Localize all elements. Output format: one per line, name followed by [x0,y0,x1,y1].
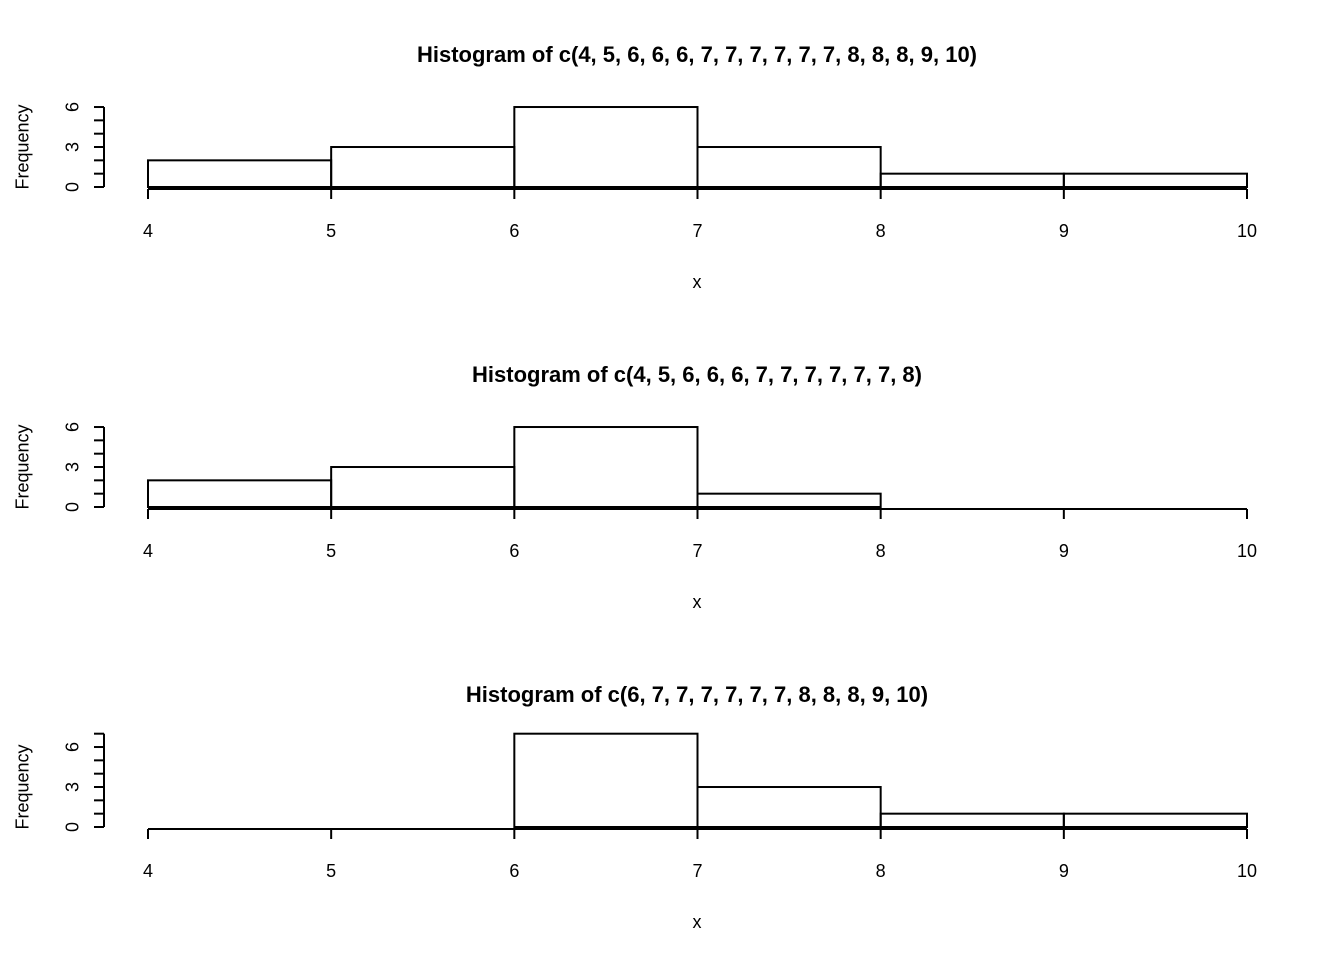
chart-title: Histogram of c(4, 5, 6, 6, 6, 7, 7, 7, 7… [472,362,922,387]
x-tick-label: 10 [1237,221,1257,241]
histogram-panel: Histogram of c(4, 5, 6, 6, 6, 7, 7, 7, 7… [12,362,1257,612]
x-axis-label: x [693,272,702,292]
x-tick-label: 8 [876,541,886,561]
x-tick-label: 7 [692,541,702,561]
x-axis-label: x [693,592,702,612]
x-tick-label: 9 [1059,541,1069,561]
x-axis-label: x [693,912,702,932]
x-tick-label: 4 [143,541,153,561]
x-tick-label: 8 [876,221,886,241]
histogram-bar [696,492,882,509]
x-tick-label: 5 [326,221,336,241]
histogram-bar [513,732,699,828]
y-tick-label: 6 [62,422,82,432]
histogram-panel: Histogram of c(6, 7, 7, 7, 7, 7, 7, 8, 8… [12,682,1257,932]
chart-title: Histogram of c(4, 5, 6, 6, 6, 7, 7, 7, 7… [417,42,977,67]
y-tick-label: 6 [62,102,82,112]
x-tick-label: 6 [509,541,519,561]
y-axis-label: Frequency [12,104,32,189]
x-tick-label: 10 [1237,541,1257,561]
x-tick-label: 6 [509,221,519,241]
x-tick-label: 9 [1059,221,1069,241]
histogram-bar [1062,172,1249,188]
histogram-bar [513,426,699,508]
y-tick-label: 6 [62,742,82,752]
histogram-bar [696,146,882,188]
chart-title: Histogram of c(6, 7, 7, 7, 7, 7, 7, 8, 8… [466,682,928,707]
x-tick-label: 9 [1059,861,1069,881]
histogram-bar [330,146,516,188]
histogram-bar [696,786,882,829]
y-tick-label: 3 [62,782,82,792]
histogram-bar [147,479,333,508]
histogram-bar [879,172,1065,188]
y-tick-label: 3 [62,142,82,152]
y-tick-label: 0 [62,502,82,512]
x-tick-label: 5 [326,861,336,881]
y-axis-label: Frequency [12,424,32,509]
histogram-bar [1062,812,1249,828]
histogram-bar [147,159,333,188]
x-tick-label: 8 [876,861,886,881]
x-tick-label: 6 [509,861,519,881]
x-tick-label: 7 [692,221,702,241]
x-tick-label: 4 [143,861,153,881]
y-axis-label: Frequency [12,744,32,829]
histogram-bar [330,466,516,509]
y-tick-label: 3 [62,462,82,472]
histogram-bar [513,106,699,188]
histogram-panel: Histogram of c(4, 5, 6, 6, 6, 7, 7, 7, 7… [12,42,1257,292]
x-tick-label: 5 [326,541,336,561]
x-tick-label: 4 [143,221,153,241]
y-tick-label: 0 [62,822,82,832]
y-tick-label: 0 [62,182,82,192]
histogram-bar [879,812,1065,828]
x-tick-label: 10 [1237,861,1257,881]
x-tick-label: 7 [692,861,702,881]
